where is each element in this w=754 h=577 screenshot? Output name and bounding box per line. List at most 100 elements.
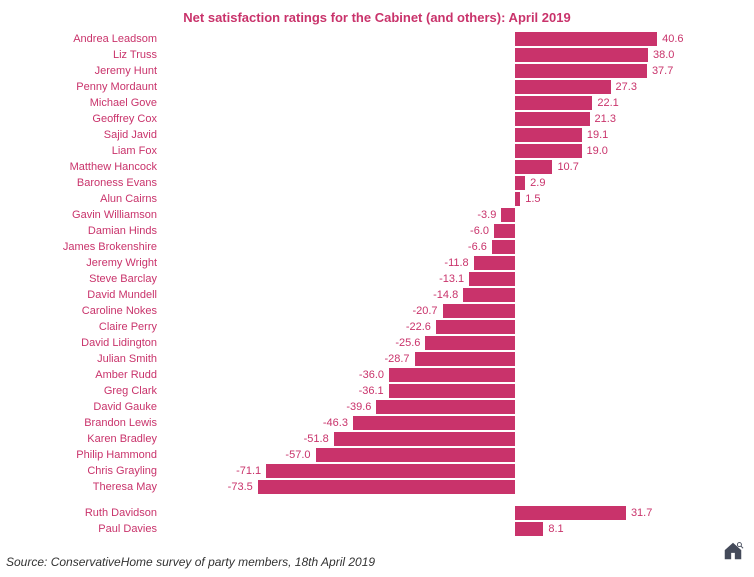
value-label: 38.0: [653, 47, 674, 63]
row-name: James Brokenshire: [63, 239, 157, 255]
bar: [494, 224, 515, 238]
row-name: Brandon Lewis: [84, 415, 157, 431]
value-label: -25.6: [395, 335, 420, 351]
home-icon: [722, 540, 744, 567]
bar: [258, 480, 515, 494]
bar: [266, 464, 515, 478]
chart-row: Karen Bradley-51.8: [165, 431, 725, 447]
bar: [389, 368, 515, 382]
value-label: 19.0: [587, 143, 608, 159]
chart-row: Gavin Williamson-3.9: [165, 207, 725, 223]
value-label: -6.6: [468, 239, 487, 255]
value-label: 37.7: [652, 63, 673, 79]
value-label: 2.9: [530, 175, 545, 191]
value-label: 22.1: [597, 95, 618, 111]
row-name: Chris Grayling: [87, 463, 157, 479]
row-name: Ruth Davidson: [85, 505, 157, 521]
chart-row: Penny Mordaunt27.3: [165, 79, 725, 95]
row-name: Steve Barclay: [89, 271, 157, 287]
bar: [515, 128, 582, 142]
chart-row: James Brokenshire-6.6: [165, 239, 725, 255]
row-name: Philip Hammond: [76, 447, 157, 463]
chart-row: David Mundell-14.8: [165, 287, 725, 303]
chart-row: Chris Grayling-71.1: [165, 463, 725, 479]
chart-row: Sajid Javid19.1: [165, 127, 725, 143]
row-name: Michael Gove: [90, 95, 157, 111]
row-name: Penny Mordaunt: [76, 79, 157, 95]
bar: [415, 352, 515, 366]
row-name: Caroline Nokes: [82, 303, 157, 319]
bar: [463, 288, 515, 302]
value-label: -46.3: [323, 415, 348, 431]
value-label: -36.1: [359, 383, 384, 399]
bar: [515, 506, 626, 520]
row-name: Liam Fox: [112, 143, 157, 159]
bar: [515, 112, 590, 126]
value-label: 21.3: [595, 111, 616, 127]
bar-chart: Andrea Leadsom40.6Liz Truss38.0Jeremy Hu…: [165, 31, 725, 537]
bar: [515, 96, 592, 110]
row-name: David Gauke: [93, 399, 157, 415]
chart-row: Liam Fox19.0: [165, 143, 725, 159]
row-name: Jeremy Hunt: [95, 63, 157, 79]
chart-row: Julian Smith-28.7: [165, 351, 725, 367]
bar: [436, 320, 515, 334]
row-name: Jeremy Wright: [86, 255, 157, 271]
bar: [474, 256, 515, 270]
bar: [515, 144, 582, 158]
chart-row: Paul Davies8.1: [165, 521, 725, 537]
chart-row: Caroline Nokes-20.7: [165, 303, 725, 319]
value-label: -39.6: [346, 399, 371, 415]
bar: [353, 416, 515, 430]
value-label: -11.8: [444, 255, 468, 271]
chart-row: Alun Cairns1.5: [165, 191, 725, 207]
row-name: Alun Cairns: [100, 191, 157, 207]
row-name: David Lidington: [81, 335, 157, 351]
bar: [443, 304, 515, 318]
chart-row: Liz Truss38.0: [165, 47, 725, 63]
value-label: 27.3: [616, 79, 637, 95]
row-name: Damian Hinds: [88, 223, 157, 239]
bar: [316, 448, 516, 462]
value-label: -57.0: [285, 447, 310, 463]
bar: [515, 48, 648, 62]
row-name: Karen Bradley: [87, 431, 157, 447]
source-line: Source: ConservativeHome survey of party…: [6, 555, 375, 569]
chart-row: Brandon Lewis-46.3: [165, 415, 725, 431]
chart-row: David Lidington-25.6: [165, 335, 725, 351]
value-label: -28.7: [384, 351, 409, 367]
row-name: Gavin Williamson: [72, 207, 157, 223]
chart-row: Ruth Davidson31.7: [165, 505, 725, 521]
bar: [492, 240, 515, 254]
value-label: 8.1: [548, 521, 563, 537]
row-name: Geoffrey Cox: [92, 111, 157, 127]
chart-row: Damian Hinds-6.0: [165, 223, 725, 239]
bar: [501, 208, 515, 222]
row-name: Paul Davies: [98, 521, 157, 537]
chart-row: Claire Perry-22.6: [165, 319, 725, 335]
value-label: 10.7: [557, 159, 578, 175]
row-name: Liz Truss: [113, 47, 157, 63]
value-label: -36.0: [359, 367, 384, 383]
bar: [425, 336, 515, 350]
row-name: Claire Perry: [99, 319, 157, 335]
chart-row: Geoffrey Cox21.3: [165, 111, 725, 127]
row-name: Baroness Evans: [77, 175, 157, 191]
value-label: 1.5: [525, 191, 540, 207]
bar: [515, 192, 520, 206]
value-label: -73.5: [228, 479, 253, 495]
row-name: Theresa May: [93, 479, 157, 495]
bar: [334, 432, 515, 446]
chart-row: Matthew Hancock10.7: [165, 159, 725, 175]
row-name: Sajid Javid: [104, 127, 157, 143]
bar: [515, 522, 543, 536]
value-label: -3.9: [477, 207, 496, 223]
value-label: -71.1: [236, 463, 261, 479]
chart-title: Net satisfaction ratings for the Cabinet…: [0, 0, 754, 31]
bar: [515, 64, 647, 78]
row-name: Matthew Hancock: [70, 159, 157, 175]
value-label: -22.6: [406, 319, 431, 335]
bar: [515, 176, 525, 190]
chart-row: Jeremy Wright-11.8: [165, 255, 725, 271]
chart-row: Amber Rudd-36.0: [165, 367, 725, 383]
